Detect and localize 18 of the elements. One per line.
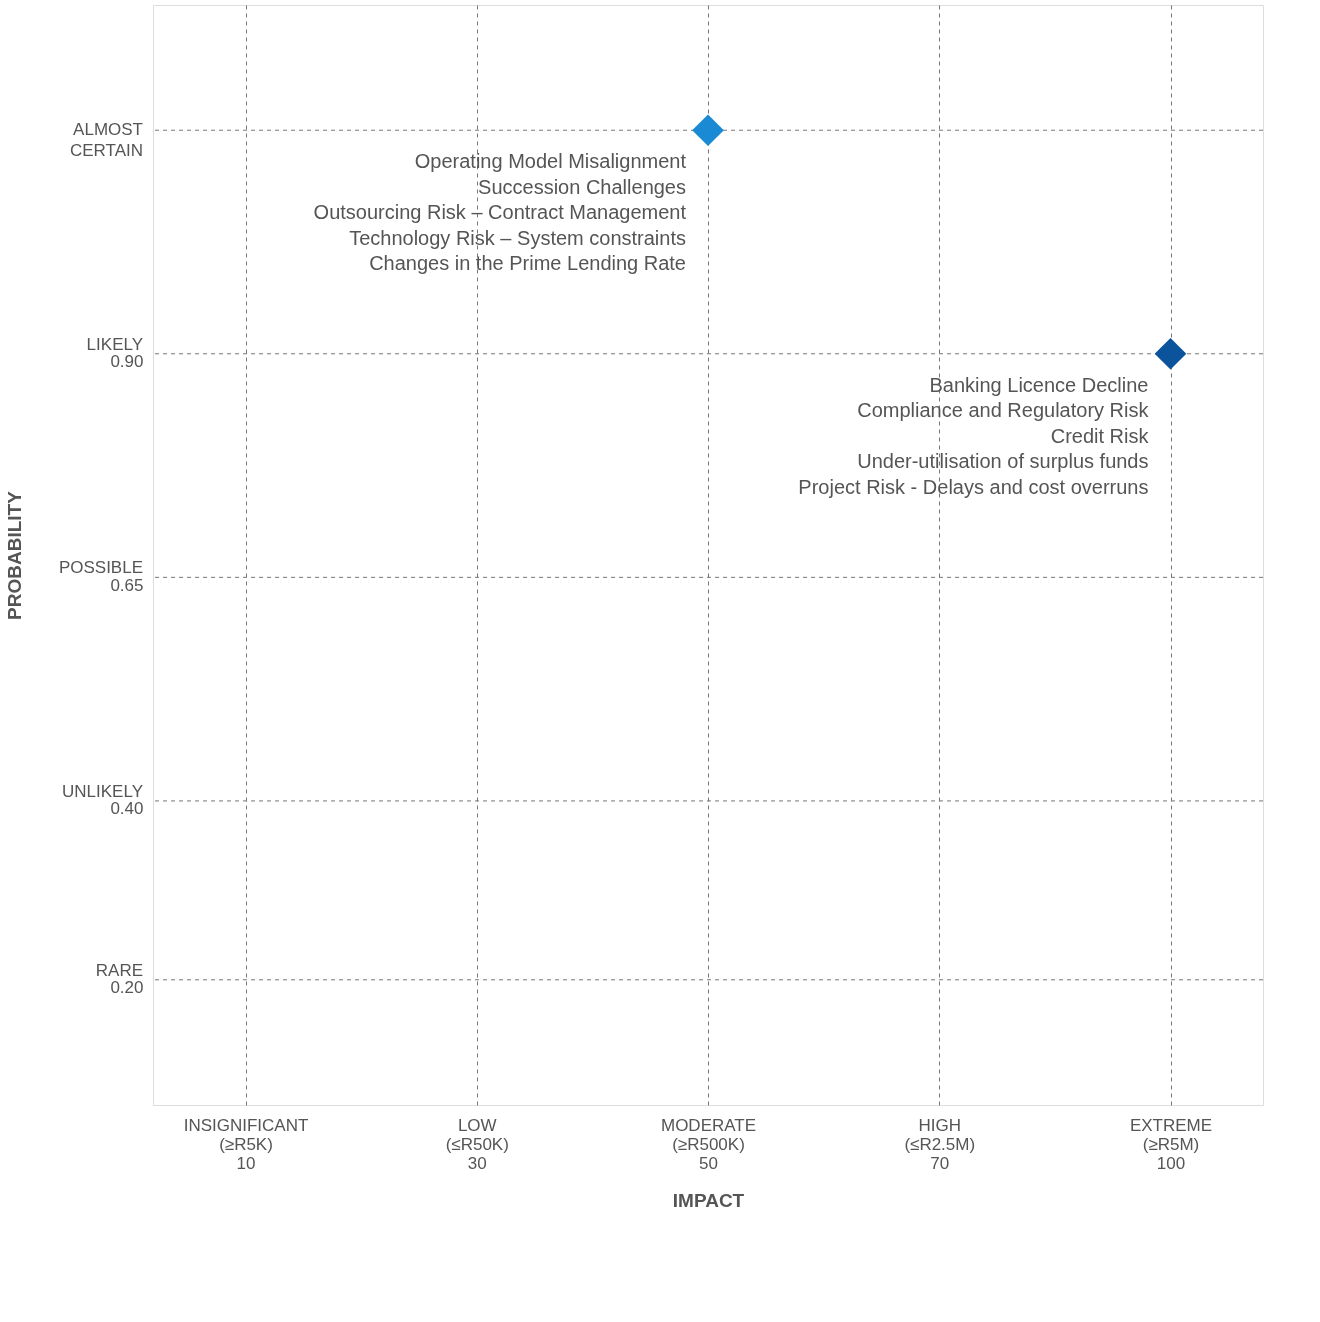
ref-line-label: POSSIBLE bbox=[58, 558, 143, 578]
y-tick-label: 0.20 bbox=[110, 978, 144, 998]
ref-line-label: LIKELY bbox=[86, 334, 143, 354]
x-tick-label: EXTREME (≥R5M) 100 bbox=[1129, 1115, 1213, 1173]
x-axis-title: IMPACT bbox=[672, 1189, 745, 1211]
x-tick-label: MODERATE (≥R500K) 50 bbox=[660, 1115, 757, 1173]
x-tick-label: HIGH (≤R2.5M) 70 bbox=[904, 1115, 976, 1173]
ref-line-label: RARE bbox=[95, 960, 143, 980]
y-axis-title: PROBABILITY bbox=[4, 490, 26, 620]
y-tick-label: 0.90 bbox=[110, 352, 144, 372]
y-tick-label: 0.65 bbox=[110, 575, 144, 595]
y-tick-label: 0.40 bbox=[110, 799, 144, 819]
ref-line-label: ALMOST CERTAIN bbox=[69, 120, 143, 161]
ref-line-label: UNLIKELY bbox=[62, 781, 143, 801]
x-tick-label: INSIGNIFICANT (≥R5K) 10 bbox=[183, 1115, 309, 1173]
x-tick-label: LOW (≤R50K) 30 bbox=[445, 1115, 509, 1173]
annotation: Banking Licence Decline Compliance and Regulatory Risk Credit Risk Under-utilisation of surplus funds Project Risk - Delays and cost overruns bbox=[798, 373, 1150, 498]
annotation: Operating Model Misalignment Succession Challenges Outsourcing Risk – Contract Management Technology Risk – System constraints Changes in the Prime Lending Rate bbox=[313, 150, 687, 275]
